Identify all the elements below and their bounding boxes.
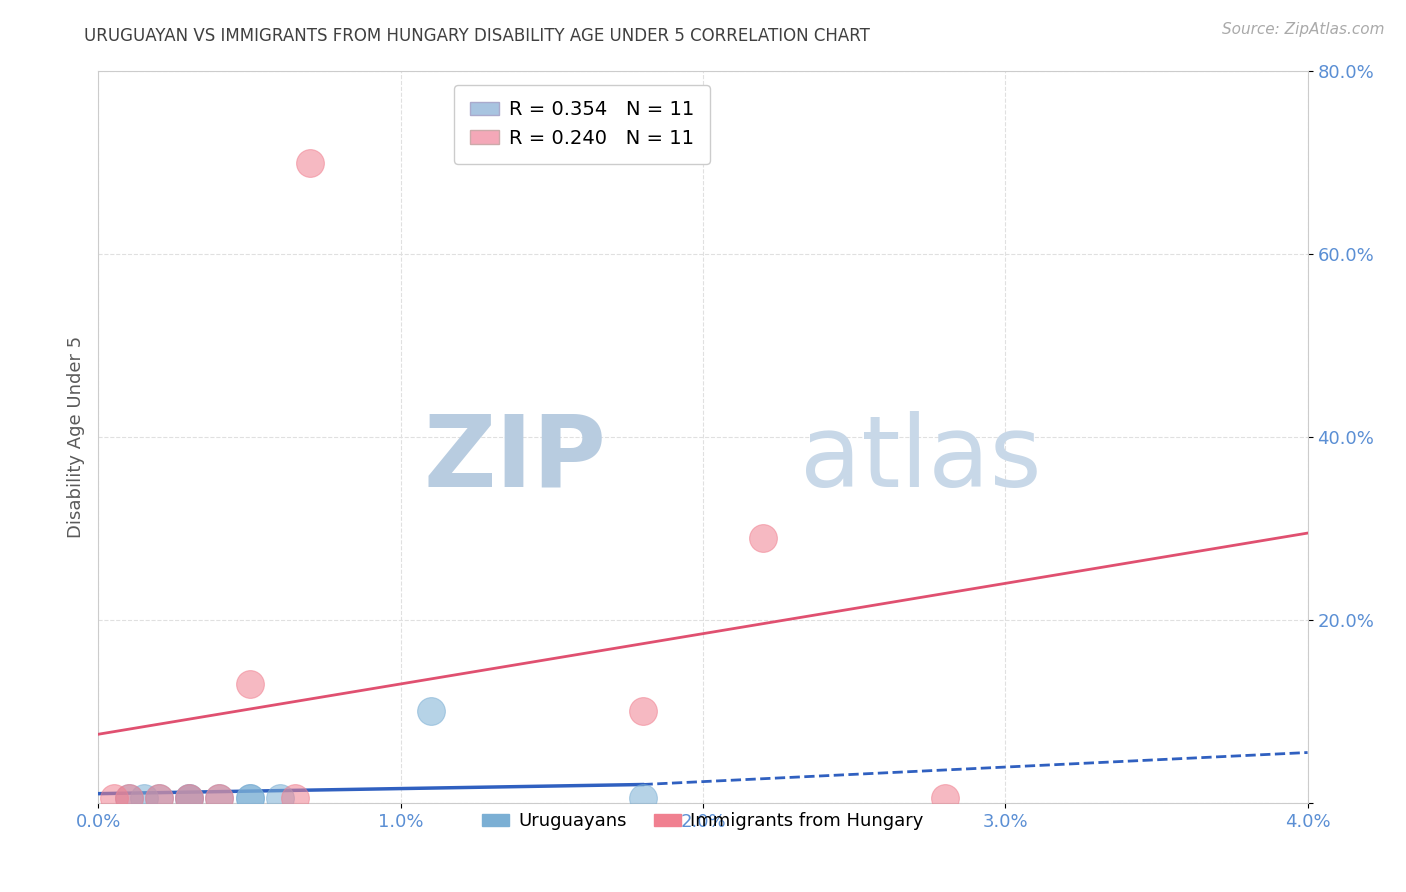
Point — [179, 791, 201, 805]
Text: atlas: atlas — [800, 410, 1042, 508]
Text: Source: ZipAtlas.com: Source: ZipAtlas.com — [1222, 22, 1385, 37]
Point — [420, 705, 443, 719]
Point — [934, 791, 956, 805]
Point — [239, 677, 262, 691]
Point — [239, 791, 262, 805]
Y-axis label: Disability Age Under 5: Disability Age Under 5 — [66, 336, 84, 538]
Point — [752, 531, 775, 545]
Point — [179, 791, 201, 805]
Point — [631, 791, 654, 805]
Text: URUGUAYAN VS IMMIGRANTS FROM HUNGARY DISABILITY AGE UNDER 5 CORRELATION CHART: URUGUAYAN VS IMMIGRANTS FROM HUNGARY DIS… — [84, 27, 870, 45]
Point — [148, 791, 170, 805]
Point — [239, 791, 262, 805]
Point — [299, 156, 322, 170]
Point — [103, 791, 125, 805]
Point — [148, 791, 170, 805]
Point — [118, 791, 141, 805]
Point — [208, 791, 231, 805]
Point — [118, 791, 141, 805]
Point — [631, 705, 654, 719]
Point — [179, 791, 201, 805]
Point — [284, 791, 307, 805]
Point — [132, 791, 155, 805]
Point — [269, 791, 291, 805]
Text: ZIP: ZIP — [423, 410, 606, 508]
Point — [208, 791, 231, 805]
Legend: Uruguayans, Immigrants from Hungary: Uruguayans, Immigrants from Hungary — [475, 805, 931, 838]
